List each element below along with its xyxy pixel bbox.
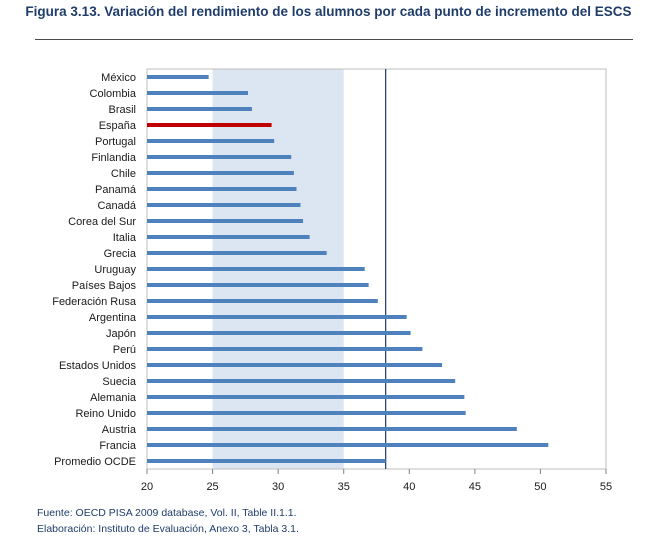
x-tick-label: 20 <box>141 481 153 493</box>
category-label: Portugal <box>95 136 136 148</box>
x-tick-label: 30 <box>272 481 284 493</box>
chart-notes: Fuente: OECD PISA 2009 database, Vol. II… <box>37 505 299 537</box>
category-label: Suecia <box>102 376 137 388</box>
bar <box>147 203 301 207</box>
x-tick-label: 45 <box>469 481 481 493</box>
x-tick-label: 35 <box>338 481 350 493</box>
category-label: Federación Rusa <box>52 296 137 308</box>
bar <box>147 219 304 223</box>
bar <box>147 427 517 431</box>
category-label: México <box>101 72 136 84</box>
category-label: Argentina <box>89 312 137 324</box>
category-label: Austria <box>102 424 137 436</box>
bar <box>147 123 272 127</box>
bar <box>147 251 327 255</box>
bar <box>147 283 369 287</box>
bar <box>147 331 411 335</box>
bar <box>147 443 549 447</box>
category-label: Japón <box>106 328 136 340</box>
x-tick-label: 50 <box>534 481 546 493</box>
category-label: Perú <box>113 344 136 356</box>
bar <box>147 379 456 383</box>
bar <box>147 363 443 367</box>
bar <box>147 75 209 79</box>
bar <box>147 395 465 399</box>
bar <box>147 411 466 415</box>
bar <box>147 315 407 319</box>
bar <box>147 91 248 95</box>
category-label: Corea del Sur <box>68 216 136 228</box>
bar <box>147 155 292 159</box>
x-tick-label: 40 <box>403 481 415 493</box>
x-tick-label: 55 <box>600 481 612 493</box>
category-label: Panamá <box>95 184 137 196</box>
elaboration-note: Elaboración: Instituto de Evaluación, An… <box>37 523 299 535</box>
category-label: Uruguay <box>94 264 136 276</box>
bar <box>147 187 297 191</box>
category-label: Países Bajos <box>72 280 137 292</box>
category-label: Chile <box>111 168 136 180</box>
figure-title: Figura 3.13. Variación del rendimiento d… <box>25 4 632 19</box>
category-label: Estados Unidos <box>59 360 137 372</box>
bar <box>147 107 252 111</box>
category-label: Finlandia <box>91 152 137 164</box>
category-label: Italia <box>113 232 137 244</box>
bar <box>147 139 275 143</box>
category-label: Francia <box>99 440 137 452</box>
source-note: Fuente: OECD PISA 2009 database, Vol. II… <box>37 507 297 519</box>
category-label: Grecia <box>104 248 137 260</box>
x-tick-label: 25 <box>206 481 218 493</box>
category-label: Brasil <box>108 104 136 116</box>
title-divider <box>35 39 633 40</box>
bar <box>147 267 365 271</box>
category-label: Promedio OCDE <box>54 456 136 468</box>
bar <box>147 171 294 175</box>
category-label: España <box>99 120 137 132</box>
category-label: Canadá <box>97 200 136 212</box>
category-label: Reino Unido <box>75 408 136 420</box>
bar <box>147 299 378 303</box>
bar <box>147 235 310 239</box>
category-label: Colombia <box>90 88 137 100</box>
category-label: Alemania <box>90 392 137 404</box>
bar <box>147 459 386 463</box>
bar <box>147 347 423 351</box>
